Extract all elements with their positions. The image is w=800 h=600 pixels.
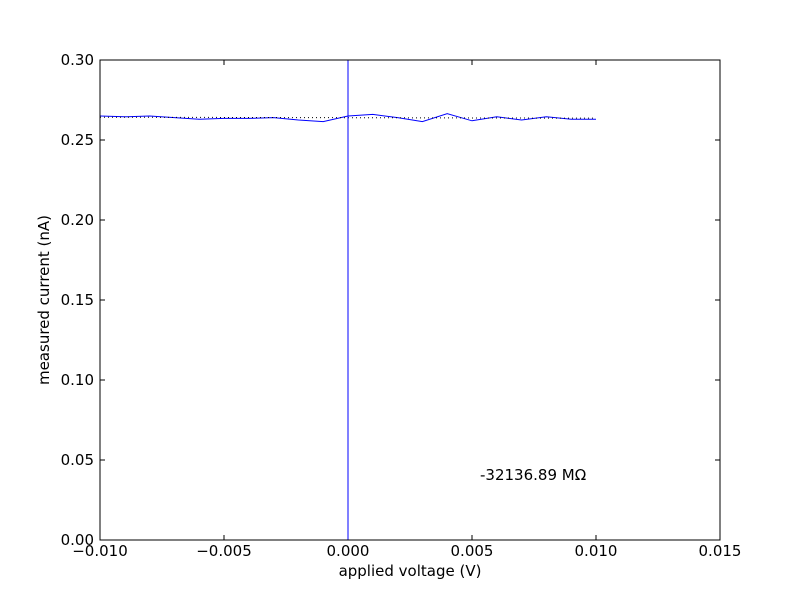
y-tick-label: 0.25 [61, 131, 94, 149]
x-tick-label: 0.000 [327, 542, 370, 560]
x-tick-label: −0.005 [196, 542, 252, 560]
x-tick-label: 0.015 [699, 542, 742, 560]
y-tick-label: 0.05 [61, 451, 94, 469]
y-axis-label: measured current (nA) [35, 215, 53, 385]
y-tick-label: 0.30 [61, 51, 94, 69]
x-tick-label: 0.010 [575, 542, 618, 560]
y-tick-label: 0.00 [61, 531, 94, 549]
annotation: -32136.89 MΩ [480, 466, 586, 484]
x-tick-label: −0.010 [72, 542, 128, 560]
x-tick-label: 0.005 [451, 542, 494, 560]
y-tick-label: 0.20 [61, 211, 94, 229]
y-tick-label: 0.10 [61, 371, 94, 389]
y-tick-label: 0.15 [61, 291, 94, 309]
plot-frame [99, 59, 721, 541]
x-axis-label: applied voltage (V) [339, 562, 482, 580]
